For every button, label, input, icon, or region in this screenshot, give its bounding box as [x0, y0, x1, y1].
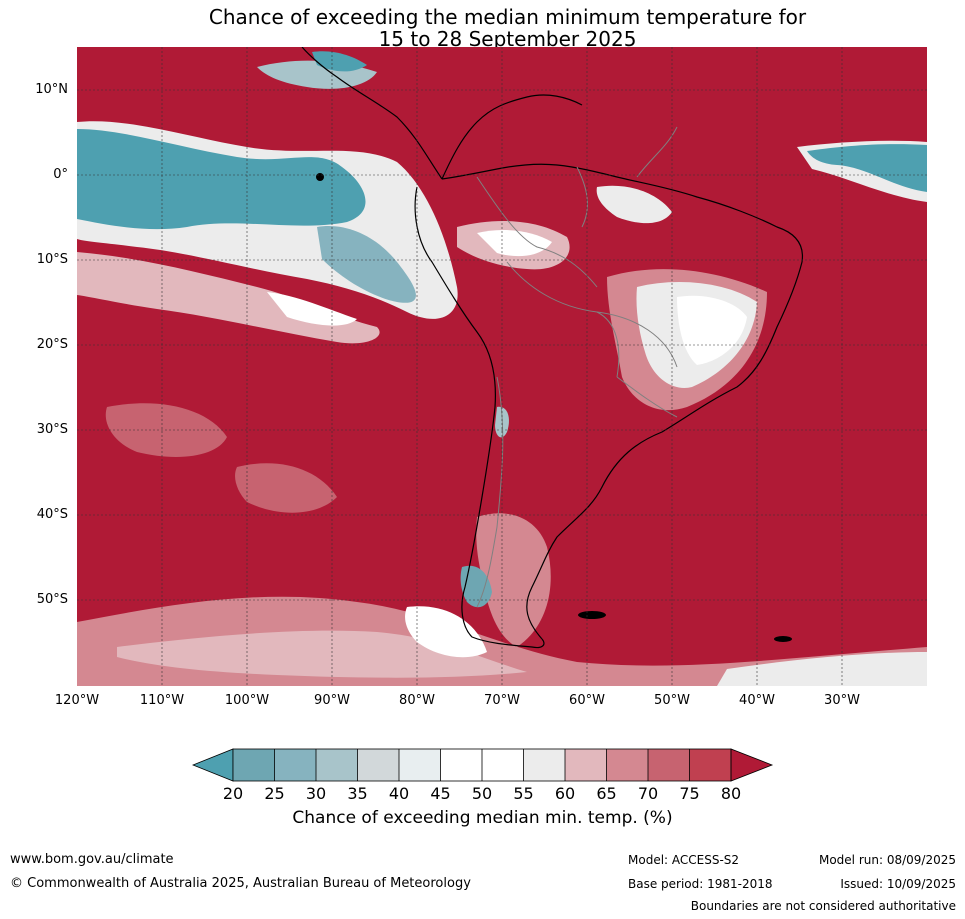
colorbar-tick-50: 50 [471, 784, 493, 803]
colorbar-bin-60-65 [565, 749, 607, 781]
coastline-south-america-west [414, 186, 545, 649]
colorbar-arrow-high [730, 748, 774, 782]
lon-label-100w: 100°W [224, 693, 270, 708]
lat-label-20s: 20°S [36, 337, 68, 352]
patch-patagonia-pink [476, 513, 551, 647]
colorbar-label: Chance of exceeding median min. temp. (%… [292, 808, 673, 828]
colorbar-tick-75: 75 [679, 784, 700, 803]
colorbar-bin-65-70 [606, 749, 648, 781]
colorbar [191, 747, 774, 783]
patch-pacific-teal-2 [317, 226, 416, 303]
lat-label-50s: 50°S [36, 592, 68, 607]
border-2 [506, 261, 620, 378]
colorbar-tick-65: 65 [596, 784, 617, 803]
probability-map [77, 47, 927, 686]
colorbar-arrow-low [191, 748, 234, 782]
lat-label-30s: 30°S [36, 422, 68, 437]
border-1 [476, 176, 598, 288]
footer-model-run: Model run: 08/09/2025 [818, 853, 956, 867]
map-title-line1: Chance of exceeding the median minimum t… [208, 5, 807, 29]
lon-label-70w: 70°W [484, 693, 520, 708]
colorbar-bin-55-60 [523, 749, 565, 781]
lon-label-80w: 80°W [399, 693, 435, 708]
footer-website-link[interactable]: www.bom.gov.au/climate [10, 852, 174, 867]
lat-label-10n: 10°N [35, 82, 68, 97]
colorbar-bin-30-35 [316, 749, 358, 781]
coastline-caribbean [441, 94, 583, 180]
colorbar-bin-45-50 [440, 749, 482, 781]
colorbar-tick-30: 30 [305, 784, 327, 803]
colorbar-dividers [232, 748, 732, 782]
colorbar-bin-20-25 [233, 749, 275, 781]
border-3 [596, 311, 678, 368]
colorbar-bin-25-30 [274, 749, 316, 781]
island-south-georgia [774, 636, 792, 642]
coastline [301, 47, 804, 649]
colorbar-bin-40-45 [399, 749, 441, 781]
patch-south-pacific-2 [235, 463, 337, 513]
colorbar-tick-20: 20 [222, 784, 244, 803]
colorbar-bin-75-80 [689, 749, 731, 781]
colorbar-svg [191, 748, 774, 782]
border-5 [476, 376, 504, 608]
lon-label-90w: 90°W [314, 693, 350, 708]
patch-atlantic-teal [807, 144, 927, 192]
coastline-south-america-east [441, 163, 804, 640]
patch-north-brazil [596, 185, 672, 224]
border-7 [636, 126, 678, 178]
footer-disclaimer: Boundaries are not considered authoritat… [690, 899, 956, 913]
island-galapagos [316, 173, 324, 181]
lat-label-40s: 40°S [36, 507, 68, 522]
colorbar-bin-50-55 [482, 749, 524, 781]
border-4 [616, 376, 678, 418]
lon-label-60w: 60°W [569, 693, 605, 708]
patch-pacific-white-2 [267, 292, 357, 326]
colorbar-tick-35: 35 [347, 784, 368, 803]
patch-southern-white [405, 606, 487, 658]
colorbar-tick-40: 40 [388, 784, 410, 803]
colorbar-tick-55: 55 [513, 784, 534, 803]
lat-label-10s: 10°S [36, 252, 68, 267]
patch-southern-east [717, 652, 927, 686]
colorbar-tick-70: 70 [637, 784, 659, 803]
lon-label-30w: 30°W [824, 693, 860, 708]
colorbar-bin-35-40 [357, 749, 399, 781]
colorbar-tick-25: 25 [264, 784, 285, 803]
colorbar-tick-45: 45 [430, 784, 451, 803]
lon-label-40w: 40°W [739, 693, 775, 708]
patch-brazil-core [677, 295, 747, 365]
lon-label-120w: 120°W [54, 693, 100, 708]
colorbar-tick-60: 60 [554, 784, 576, 803]
footer-base-period: Base period: 1981-2018 [628, 877, 773, 891]
footer-issued: Issued: 10/09/2025 [840, 877, 956, 891]
lon-label-110w: 110°W [139, 693, 185, 708]
colorbar-bin-70-75 [648, 749, 690, 781]
island-falklands [578, 611, 606, 619]
country-borders [476, 126, 678, 608]
probability-patches [77, 51, 927, 686]
colorbar-tick-80: 80 [720, 784, 742, 803]
patch-caribbean-2 [312, 51, 367, 72]
map-canvas [77, 47, 927, 686]
patch-pacific-teal [77, 129, 366, 230]
patch-amazon-white [477, 230, 552, 257]
lat-label-0: 0° [53, 167, 68, 182]
map-title-line2: 15 to 28 September 2025 [378, 27, 637, 51]
footer-copyright: © Commonwealth of Australia 2025, Austra… [10, 876, 471, 891]
lon-label-50w: 50°W [654, 693, 690, 708]
graticule [77, 47, 927, 686]
patch-patagonia-teal [460, 565, 492, 608]
coastline-central-america [301, 47, 443, 180]
footer-model: Model: ACCESS-S2 [628, 853, 740, 867]
